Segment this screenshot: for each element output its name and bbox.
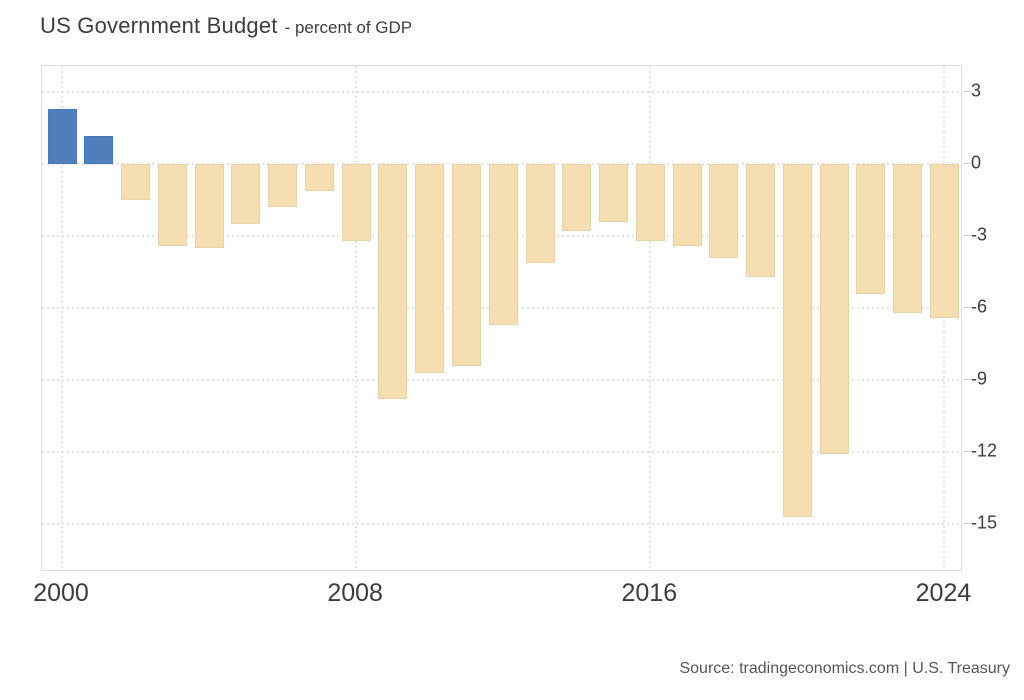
x-axis-label: 2008 <box>327 579 383 607</box>
chart-title-text: US Government Budget <box>40 13 278 38</box>
gridline-horizontal <box>42 523 961 526</box>
y-axis-label: -15 <box>971 512 998 533</box>
bar-2019 <box>746 164 776 278</box>
bar-2003 <box>157 164 187 246</box>
bar-2007 <box>304 164 334 191</box>
y-axis-label: 0 <box>971 152 982 173</box>
x-axis-label: 2024 <box>915 579 972 607</box>
bar-2020 <box>782 164 812 517</box>
x-axis-label: 2016 <box>621 579 678 607</box>
bar-2012 <box>488 164 518 325</box>
bar-2016 <box>635 164 665 242</box>
y-axis-label: -3 <box>971 224 988 245</box>
bar-2000 <box>47 109 77 165</box>
gridline-horizontal <box>42 451 961 454</box>
bar-2024 <box>929 164 959 318</box>
bar-2017 <box>672 164 702 246</box>
bar-2023 <box>893 164 923 313</box>
chart-subtitle-text: - percent of GDP <box>284 18 413 37</box>
y-axis-label: -9 <box>971 368 988 389</box>
y-axis-tick <box>963 163 971 165</box>
bar-2018 <box>709 164 739 258</box>
bar-2005 <box>231 164 261 225</box>
y-axis-label: 3 <box>971 80 982 101</box>
plot-area <box>41 65 962 571</box>
gridline-vertical <box>649 66 652 570</box>
x-axis-label: 2000 <box>33 579 89 607</box>
y-axis-tick <box>963 91 971 93</box>
gridline-vertical <box>943 66 946 570</box>
source-text: Source: tradingeconomics.com | U.S. Trea… <box>679 660 1010 677</box>
bar-2011 <box>451 164 481 366</box>
y-axis-label: -6 <box>971 296 988 317</box>
bar-2009 <box>378 164 408 400</box>
bar-2008 <box>341 164 371 242</box>
bar-2001 <box>84 135 114 165</box>
bar-2006 <box>268 164 298 208</box>
gridline-vertical <box>355 66 358 570</box>
gridline-horizontal <box>42 379 961 382</box>
gridline-vertical <box>61 66 63 570</box>
y-axis-tick <box>963 523 971 525</box>
bar-2014 <box>562 164 592 232</box>
y-axis-tick <box>963 451 971 453</box>
bar-2015 <box>599 164 629 222</box>
y-axis-tick <box>963 235 971 237</box>
bar-2002 <box>121 164 151 201</box>
chart-title: US Government Budget - percent of GDP <box>40 13 412 39</box>
bar-2010 <box>415 164 445 373</box>
y-axis-label: -12 <box>971 440 998 461</box>
bar-2022 <box>856 164 886 294</box>
y-axis-tick <box>963 307 971 309</box>
gridline-horizontal <box>42 91 961 94</box>
y-axis-tick <box>963 379 971 381</box>
bar-2021 <box>819 164 849 455</box>
bar-2004 <box>194 164 224 249</box>
bar-2013 <box>525 164 555 263</box>
